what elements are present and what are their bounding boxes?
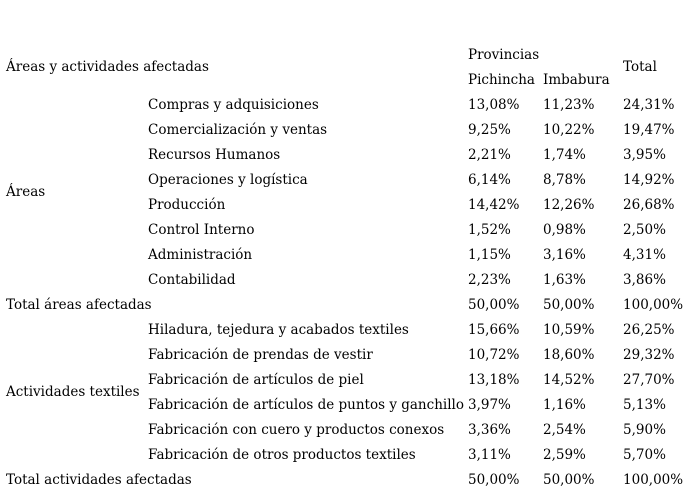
pichincha-value: 15,66%: [468, 321, 520, 338]
imbabura-value: 14,52%: [543, 371, 595, 388]
total-value: 5,70%: [623, 446, 666, 463]
group-label-actividades-textiles: Actividades textiles: [6, 384, 140, 400]
pichincha-column-header: Pichincha: [468, 71, 535, 88]
pichincha-value: 2,21%: [468, 146, 511, 163]
pichincha-value: 9,25%: [468, 121, 511, 138]
area-item: Comercialización y ventas: [148, 121, 328, 138]
table-row: Áreas Compras y adquisiciones 13,08% 11,…: [0, 92, 695, 201]
total-value: 100,00%: [623, 296, 684, 313]
activity-item: Fabricación de prendas de vestir: [148, 346, 373, 363]
total-value: 5,13%: [623, 396, 666, 413]
table-row: Fabricación de artículos de piel 13,18% …: [0, 367, 695, 392]
pichincha-value: 50,00%: [468, 471, 520, 488]
pichincha-value: 13,18%: [468, 371, 520, 388]
total-value: 4,31%: [623, 246, 666, 263]
table-row: Comercialización y ventas 9,25% 10,22% 1…: [0, 117, 695, 142]
header-row-1: Áreas y actividades afectadas Provincias…: [0, 42, 695, 76]
area-item: Administración: [148, 246, 253, 263]
total-value: 3,86%: [623, 271, 666, 288]
imbabura-value: 3,16%: [543, 246, 586, 263]
pichincha-value: 2,23%: [468, 271, 511, 288]
total-areas-label: Total áreas afectadas: [6, 296, 152, 313]
area-item: Contabilidad: [148, 271, 236, 288]
total-value: 29,32%: [623, 346, 675, 363]
total-value: 100,00%: [623, 471, 684, 488]
pichincha-value: 3,97%: [468, 396, 511, 413]
pichincha-value: 10,72%: [468, 346, 520, 363]
pichincha-value: 14,42%: [468, 196, 520, 213]
imbabura-value: 18,60%: [543, 346, 595, 363]
total-value: 5,90%: [623, 421, 666, 438]
table-row: Administración 1,15% 3,16% 4,31%: [0, 242, 695, 267]
total-header: Total: [623, 58, 657, 75]
pichincha-value: 1,52%: [468, 221, 511, 238]
total-value: 2,50%: [623, 221, 666, 238]
imbabura-value: 2,54%: [543, 421, 586, 438]
total-value: 26,68%: [623, 196, 675, 213]
imbabura-value: 0,98%: [543, 221, 586, 238]
imbabura-column-header: Imbabura: [543, 71, 610, 88]
imbabura-value: 11,23%: [543, 96, 595, 113]
area-item: Recursos Humanos: [148, 146, 281, 163]
table-row: Fabricación de otros productos textiles …: [0, 442, 695, 467]
pichincha-value: 50,00%: [468, 296, 520, 313]
table-row: Fabricación de prendas de vestir 10,72% …: [0, 342, 695, 367]
group-label-areas: Áreas: [6, 184, 46, 200]
pichincha-value: 3,11%: [468, 446, 511, 463]
table-row: Recursos Humanos 2,21% 1,74% 3,95%: [0, 142, 695, 167]
imbabura-value: 10,22%: [543, 121, 595, 138]
table-row: Contabilidad 2,23% 1,63% 3,86%: [0, 267, 695, 292]
pichincha-value: 3,36%: [468, 421, 511, 438]
total-areas-row: Total áreas afectadas 50,00% 50,00% 100,…: [0, 292, 695, 317]
total-value: 24,31%: [623, 96, 675, 113]
affected-areas-activities-table: Áreas y actividades afectadas Provincias…: [0, 42, 695, 492]
total-activities-row: Total actividades afectadas 50,00% 50,00…: [0, 467, 695, 492]
pichincha-value: 13,08%: [468, 96, 520, 113]
activity-item: Fabricación de artículos de piel: [148, 371, 364, 388]
area-item: Producción: [148, 196, 226, 213]
table-row: Control Interno 1,52% 0,98% 2,50%: [0, 217, 695, 242]
pichincha-value: 1,15%: [468, 246, 511, 263]
table-row: Operaciones y logística 6,14% 8,78% 14,9…: [0, 167, 695, 192]
provinces-header: Provincias: [468, 46, 540, 63]
imbabura-value: 50,00%: [543, 296, 595, 313]
table-row: Actividades textiles Hiladura, tejedura …: [0, 317, 695, 401]
total-value: 19,47%: [623, 121, 675, 138]
pichincha-value: 6,14%: [468, 171, 511, 188]
activity-item: Fabricación de artículos de puntos y gan…: [148, 396, 464, 413]
total-value: 3,95%: [623, 146, 666, 163]
imbabura-value: 12,26%: [543, 196, 595, 213]
area-item: Control Interno: [148, 221, 255, 238]
area-item: Compras y adquisiciones: [148, 96, 319, 113]
table-row: Producción 14,42% 12,26% 26,68%: [0, 192, 695, 217]
activity-item: Hiladura, tejedura y acabados textiles: [148, 321, 409, 338]
activity-item: Fabricación de otros productos textiles: [148, 446, 416, 463]
imbabura-value: 1,74%: [543, 146, 586, 163]
total-value: 27,70%: [623, 371, 675, 388]
imbabura-value: 2,59%: [543, 446, 586, 463]
imbabura-value: 8,78%: [543, 171, 586, 188]
imbabura-value: 50,00%: [543, 471, 595, 488]
total-value: 26,25%: [623, 321, 675, 338]
header-row-2: Pichincha Imbabura: [0, 67, 695, 92]
total-activities-label: Total actividades afectadas: [6, 471, 192, 488]
table-row: Fabricación con cuero y productos conexo…: [0, 417, 695, 442]
imbabura-value: 1,16%: [543, 396, 586, 413]
activity-item: Fabricación con cuero y productos conexo…: [148, 421, 445, 438]
table-row: Fabricación de artículos de puntos y gan…: [0, 392, 695, 417]
imbabura-value: 10,59%: [543, 321, 595, 338]
corner-header: Áreas y actividades afectadas: [6, 59, 209, 75]
area-item: Operaciones y logística: [148, 171, 308, 188]
imbabura-value: 1,63%: [543, 271, 586, 288]
total-value: 14,92%: [623, 171, 675, 188]
